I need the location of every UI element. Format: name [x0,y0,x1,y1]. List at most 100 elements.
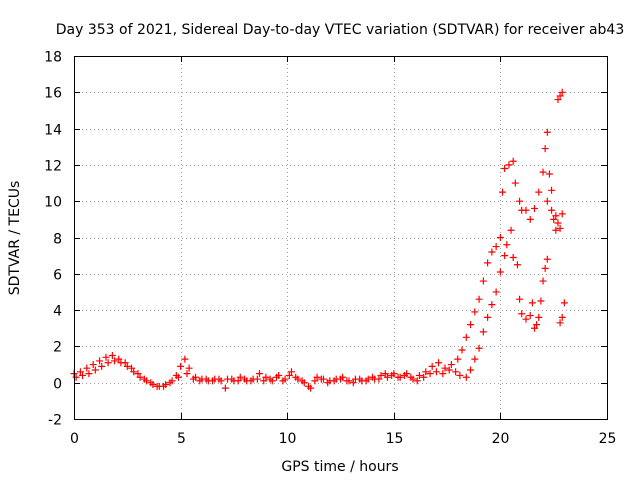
y-tick-label: 4 [53,304,62,320]
data-point [413,377,421,385]
data-point [492,243,500,251]
data-point [475,295,483,303]
data-point [526,215,534,223]
x-axis-label: GPS time / hours [281,459,398,475]
data-point [548,186,556,194]
x-tick-label: 15 [386,431,404,447]
data-point [83,364,91,372]
data-point [516,295,524,303]
data-point [452,368,460,376]
data-point [543,255,551,263]
data-point [471,308,479,316]
data-point [554,96,562,104]
data-point [454,355,462,363]
data-point [375,375,383,383]
data-point [554,219,562,227]
data-point [400,371,408,379]
x-tick-label: 20 [492,431,510,447]
data-point [313,373,321,381]
data-point [266,375,274,383]
data-point [102,353,110,361]
data-point [484,259,492,267]
data-point [241,375,249,383]
data-point [543,128,551,136]
data-point [253,375,261,383]
data-point [196,377,204,385]
data-point [96,357,104,365]
data-point [85,370,93,378]
data-point [456,371,464,379]
x-tick-label: 0 [70,431,79,447]
data-point [488,248,496,256]
data-point [518,310,526,318]
y-tick-label: 16 [44,86,62,102]
data-point [513,261,521,269]
data-point [388,371,396,379]
data-point [407,373,415,381]
y-tick-label: 8 [53,232,62,248]
data-point [428,362,436,370]
data-point [548,206,556,214]
y-tick-label: 14 [44,123,62,139]
data-point [496,234,504,241]
chart-title: Day 353 of 2021, Sidereal Day-to-day VTE… [56,22,625,38]
data-point [539,277,547,285]
data-point [89,361,97,369]
data-point [324,379,332,387]
data-point [435,359,443,367]
data-point [475,344,483,352]
data-point [381,370,389,378]
data-point [142,377,150,385]
y-tick-label: 18 [44,50,62,66]
data-point [273,373,281,381]
data-point [516,197,524,205]
data-point [426,370,434,378]
data-point [202,375,210,383]
data-point [522,315,530,323]
data-point [471,355,479,363]
data-point [447,361,455,369]
data-point [136,373,144,381]
data-point [149,381,157,389]
data-point [255,370,263,378]
y-tick-label: 10 [44,195,62,211]
data-point [298,377,306,385]
data-point [228,375,236,383]
data-point [356,375,364,383]
data-point [117,359,125,367]
data-point [560,299,568,307]
data-point [311,377,319,385]
data-point [287,368,295,376]
data-point [91,366,99,374]
data-point [422,368,430,376]
x-tick-label: 10 [279,431,297,447]
data-point [505,161,513,169]
data-point [349,379,357,387]
data-point [330,377,338,385]
data-point [507,226,515,234]
data-point [522,206,530,214]
data-point [558,210,566,218]
data-point [279,377,287,385]
data-point [383,373,391,381]
data-point [528,299,536,307]
data-point [432,368,440,376]
data-point [558,313,566,321]
data-point [234,377,242,385]
data-point [545,170,553,178]
data-point [79,371,87,379]
data-point [292,373,300,381]
data-point [337,375,344,383]
data-point [550,215,558,223]
data-markers [70,88,568,392]
y-tick-label: 12 [44,159,62,175]
data-point [185,364,193,372]
data-point [531,324,539,332]
data-point [305,382,313,390]
data-point [368,373,376,381]
y-tick-label: -2 [48,413,62,429]
data-point [72,373,80,381]
data-point [236,373,244,381]
data-point [445,366,453,374]
